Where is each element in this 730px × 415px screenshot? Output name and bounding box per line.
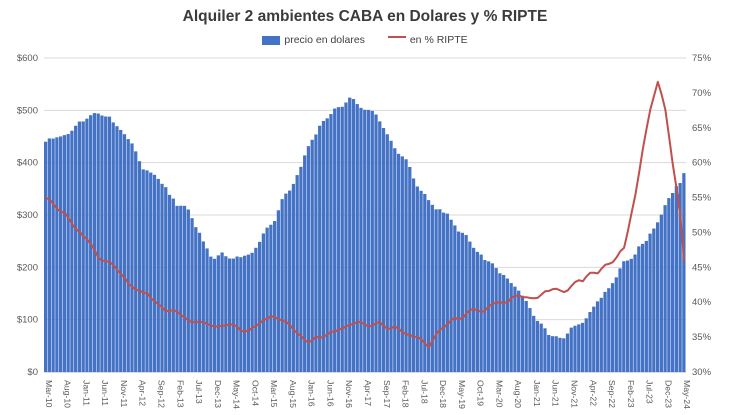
svg-text:Mar-20: Mar-20 [494,380,504,408]
svg-text:May-24: May-24 [682,380,692,409]
svg-text:Feb-23: Feb-23 [626,380,636,408]
svg-text:Jun-21: Jun-21 [551,380,561,407]
svg-text:Jun-11: Jun-11 [100,380,110,406]
svg-text:Jan-11: Jan-11 [81,380,91,406]
svg-text:Nov-21: Nov-21 [569,380,579,408]
svg-text:Dec-18: Dec-18 [438,380,448,408]
svg-text:Feb-13: Feb-13 [175,380,185,408]
svg-text:75%: 75% [692,53,712,64]
svg-text:Jun-16: Jun-16 [325,380,335,407]
svg-text:$0: $0 [27,367,38,378]
svg-text:Mar-15: Mar-15 [269,380,279,408]
svg-text:$400: $400 [17,158,38,169]
svg-text:$600: $600 [17,53,38,64]
svg-text:65%: 65% [692,123,712,134]
svg-text:Mar-10: Mar-10 [44,380,54,408]
svg-text:Jul-13: Jul-13 [194,380,204,404]
svg-text:Jul-23: Jul-23 [645,380,655,404]
svg-text:Aug-20: Aug-20 [513,380,523,408]
svg-text:30%: 30% [692,367,712,378]
svg-text:Sep-17: Sep-17 [382,380,392,408]
svg-text:May-19: May-19 [457,380,467,409]
svg-text:May-14: May-14 [232,380,242,409]
svg-text:Nov-16: Nov-16 [344,380,354,408]
svg-text:55%: 55% [692,193,712,204]
svg-text:$300: $300 [17,210,38,221]
svg-text:$500: $500 [17,105,38,116]
svg-text:Jan-16: Jan-16 [307,380,317,407]
svg-text:Aug-10: Aug-10 [63,380,73,408]
svg-text:$200: $200 [17,262,38,273]
svg-text:Oct-14: Oct-14 [250,380,260,406]
svg-text:Apr-12: Apr-12 [138,380,148,406]
svg-text:Nov-11: Nov-11 [119,380,129,408]
svg-text:Dec-23: Dec-23 [663,380,673,408]
svg-text:40%: 40% [692,297,712,308]
svg-text:Apr-17: Apr-17 [363,380,373,406]
svg-text:Sep-22: Sep-22 [607,380,617,408]
svg-text:Aug-15: Aug-15 [288,380,298,408]
svg-text:Apr-22: Apr-22 [588,380,598,406]
svg-text:70%: 70% [692,88,712,99]
svg-text:50%: 50% [692,227,712,238]
svg-text:Feb-18: Feb-18 [401,380,411,408]
svg-text:Sep-12: Sep-12 [157,380,167,408]
svg-text:Oct-19: Oct-19 [476,380,486,406]
svg-text:$100: $100 [17,315,38,326]
svg-text:Dec-13: Dec-13 [213,380,223,408]
svg-text:45%: 45% [692,262,712,273]
svg-text:Jan-21: Jan-21 [532,380,542,407]
svg-text:Jul-18: Jul-18 [419,380,429,404]
svg-text:60%: 60% [692,158,712,169]
svg-text:35%: 35% [692,332,712,343]
